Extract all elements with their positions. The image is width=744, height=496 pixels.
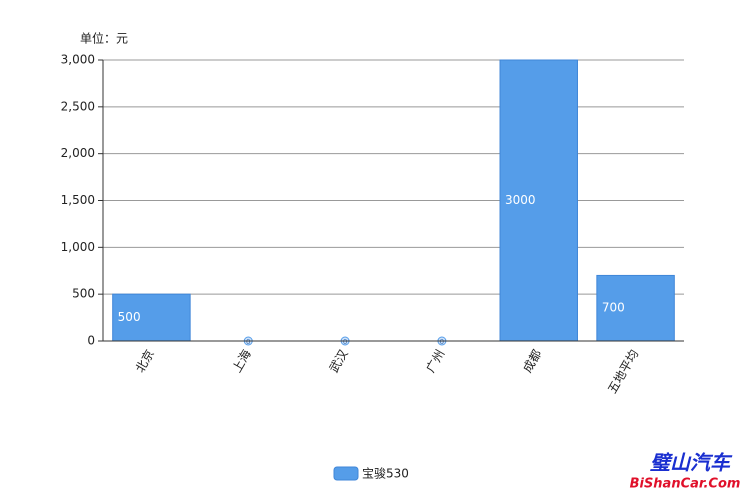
data-label: 3000: [505, 193, 536, 207]
legend-swatch: [333, 466, 359, 481]
bar: [596, 274, 675, 342]
x-tick-label: 北京: [133, 347, 157, 375]
y-tick-label: 500: [72, 287, 95, 301]
x-tick-label: 广州: [423, 347, 447, 375]
y-tick-label: 1,000: [61, 240, 95, 254]
x-tick-label: 上海: [229, 347, 254, 375]
data-label: 0: [440, 338, 444, 346]
data-label: 500: [118, 310, 141, 324]
data-label: 0: [343, 338, 347, 346]
y-tick-label: 1,500: [61, 193, 95, 207]
y-tick-label: 2,000: [61, 146, 95, 160]
x-tick-label: 成都: [520, 347, 544, 375]
bar: [499, 59, 578, 342]
y-tick-label: 3,000: [61, 53, 95, 67]
watermark-site: BiShanCar.Com: [630, 477, 741, 492]
x-tick-label: 五地平均: [605, 347, 641, 396]
x-tick-label: 武汉: [327, 347, 351, 375]
y-axis-label: 单位：元: [80, 31, 128, 46]
bar: [112, 293, 191, 342]
watermark-title: 璧山汽车: [650, 451, 733, 475]
legend-label: 宝骏530: [362, 467, 409, 481]
data-label: 0: [246, 338, 250, 346]
data-label: 700: [602, 301, 625, 315]
y-tick-label: 0: [87, 334, 95, 348]
y-tick-label: 2,500: [61, 99, 95, 113]
